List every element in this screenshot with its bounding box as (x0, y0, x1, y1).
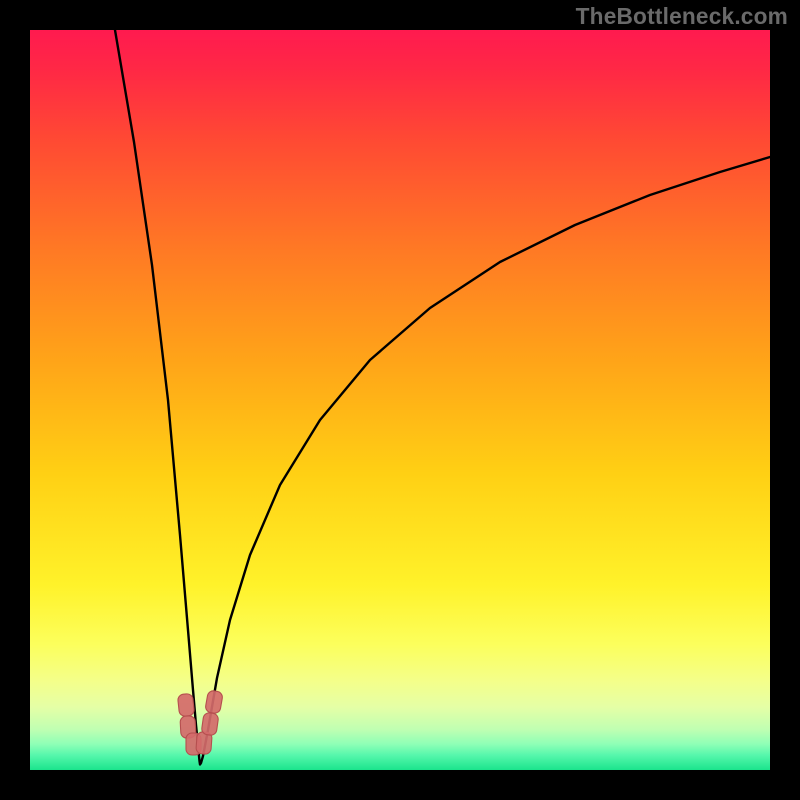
bottleneck-curve (30, 30, 770, 770)
watermark-text: TheBottleneck.com (576, 3, 788, 30)
dip-marker (205, 690, 224, 714)
canvas: TheBottleneck.com (0, 0, 800, 800)
plot-area (30, 30, 770, 770)
dip-markers (177, 690, 223, 755)
dip-marker (177, 693, 194, 716)
dip-marker (201, 712, 219, 736)
